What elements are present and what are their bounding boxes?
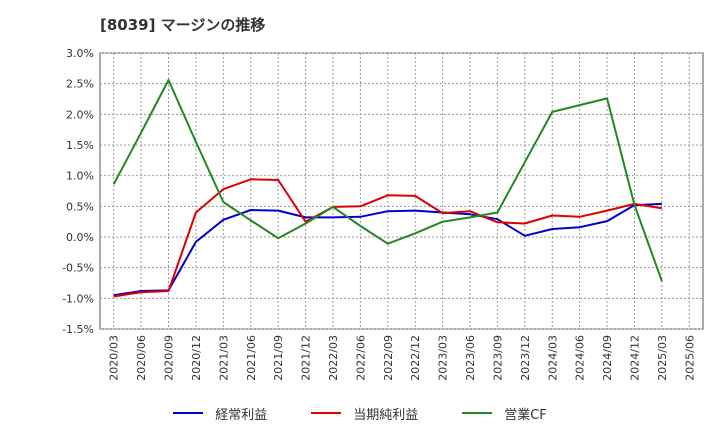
legend-item: 営業CF [462, 404, 547, 423]
legend-item: 当期純利益 [311, 404, 418, 423]
x-tick-label: 2020/03 [108, 335, 121, 381]
chart-title: [8039] マージンの推移 [100, 16, 266, 34]
x-tick-label: 2024/03 [546, 335, 559, 381]
legend-label: 経常利益 [215, 407, 268, 423]
x-tick-label: 2023/06 [464, 335, 477, 381]
x-tick-label: 2021/12 [300, 335, 313, 381]
y-tick-label: 2.5% [66, 78, 94, 91]
x-tick-label: 2023/09 [491, 335, 504, 381]
legend-swatch [311, 412, 342, 414]
x-tick-label: 2020/09 [163, 335, 176, 381]
line-chart: -1.5% -1.0% -0.5% 0.0% 0.5% 1.0% 1.5% 2.0% 2.5% 3… [62, 47, 704, 381]
y-axis: -1.5% -1.0% -0.5% 0.0% 0.5% 1.0% 1.5% 2.0% 2.5% 3… [62, 47, 94, 336]
y-tick-label: 3.0% [66, 47, 94, 60]
x-axis: 2020/03 2020/06 2020/09 2020/12 2021/03 2021/… [108, 335, 697, 381]
y-tick-label: 1.5% [66, 139, 94, 152]
grid-lines [100, 52, 703, 330]
legend-label: 当期純利益 [353, 407, 419, 423]
x-tick-label: 2021/06 [245, 335, 258, 381]
series-line-2 [112, 79, 663, 282]
x-tick-label: 2022/12 [409, 335, 422, 381]
x-tick-label: 2021/09 [272, 335, 285, 381]
x-tick-label: 2025/06 [683, 335, 696, 381]
y-tick-label: -0.5% [62, 262, 94, 275]
y-tick-label: -1.5% [62, 323, 94, 336]
x-tick-label: 2022/03 [327, 335, 340, 381]
y-tick-label: 0.0% [66, 231, 94, 244]
x-tick-label: 2023/03 [437, 335, 450, 381]
y-tick-label: 2.0% [66, 108, 94, 121]
legend: 経常利益 当期純利益 営業CF [0, 400, 720, 426]
plot-area [99, 52, 704, 330]
series-line-0 [113, 202, 662, 297]
x-tick-label: 2021/03 [217, 335, 230, 381]
x-tick-label: 2022/09 [382, 335, 395, 381]
x-tick-label: 2022/06 [354, 335, 367, 381]
legend-item: 経常利益 [173, 404, 267, 423]
legend-swatch [173, 412, 204, 414]
series-lines [112, 79, 663, 298]
x-tick-label: 2023/12 [519, 335, 532, 381]
x-tick-label: 2024/06 [574, 335, 587, 381]
x-tick-label: 2020/12 [190, 335, 203, 381]
x-tick-label: 2020/06 [135, 335, 148, 381]
y-tick-label: 0.5% [66, 200, 94, 213]
legend-label: 営業CF [504, 407, 547, 423]
x-tick-label: 2024/09 [601, 335, 614, 381]
series-line-1 [113, 178, 663, 298]
y-tick-label: 1.0% [66, 170, 94, 183]
x-tick-label: 2024/12 [628, 335, 641, 381]
y-tick-label: -1.0% [62, 292, 94, 305]
x-tick-label: 2025/03 [656, 335, 669, 381]
legend-swatch [462, 412, 493, 414]
